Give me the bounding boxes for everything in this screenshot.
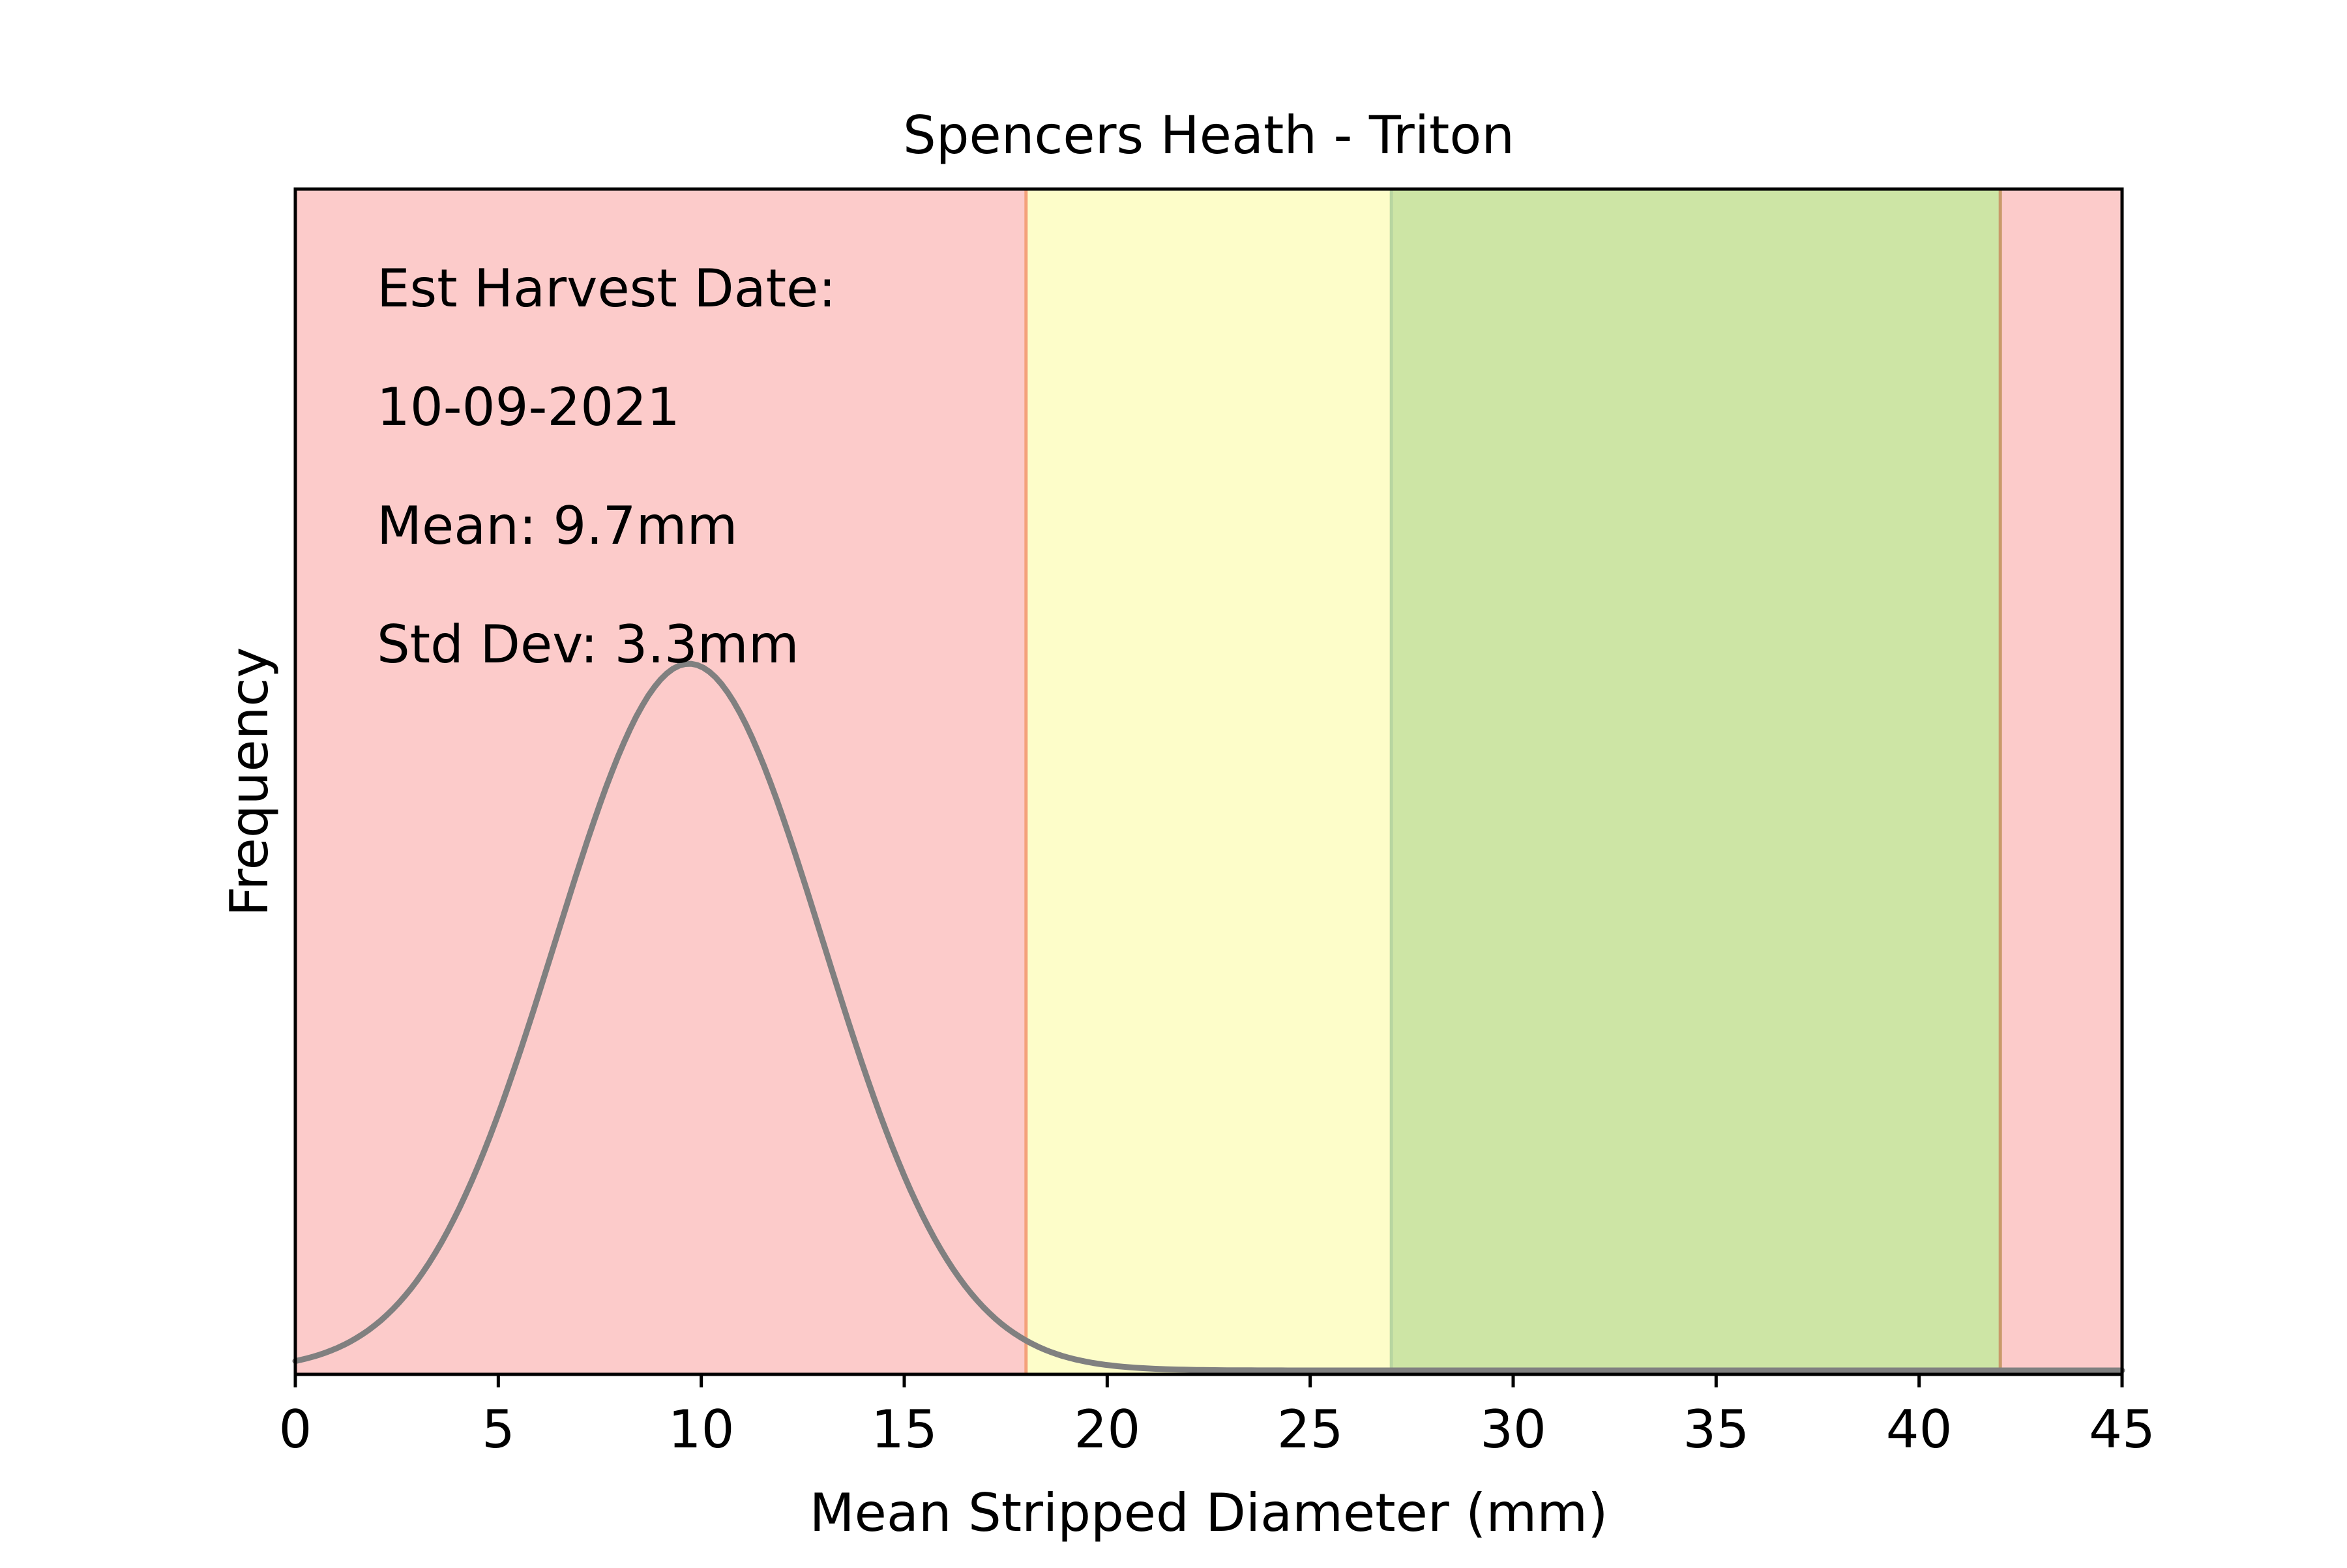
band-1 bbox=[1026, 189, 1392, 1374]
band-3 bbox=[2000, 189, 2122, 1374]
annotation-text: Mean: 9.7mm bbox=[377, 496, 737, 556]
x-tick-label: 45 bbox=[2089, 1399, 2155, 1460]
background-bands bbox=[295, 189, 2122, 1374]
annotation-text: Est Harvest Date: bbox=[377, 258, 836, 319]
plot-frame bbox=[293, 187, 2124, 1376]
annotation-text: Std Dev: 3.3mm bbox=[377, 614, 799, 675]
x-tick-label: 35 bbox=[1683, 1399, 1749, 1460]
x-axis-ticks: 0 5 10 15 20 25 30 35 40 45 bbox=[279, 1374, 2155, 1460]
distribution-curve bbox=[292, 660, 2125, 1374]
band-2 bbox=[1391, 189, 2001, 1374]
x-tick-label: 25 bbox=[1277, 1399, 1344, 1460]
x-tick-label: 20 bbox=[1074, 1399, 1140, 1460]
x-tick-label: 5 bbox=[482, 1399, 515, 1460]
y-axis-label: Frequency bbox=[219, 647, 280, 916]
x-tick-label: 15 bbox=[871, 1399, 937, 1460]
band-boundaries bbox=[1024, 189, 2002, 1374]
x-tick-label: 30 bbox=[1480, 1399, 1546, 1460]
chart-title: Spencers Heath - Triton bbox=[903, 105, 1514, 166]
x-tick-label: 40 bbox=[1886, 1399, 1953, 1460]
annotation-text: 10-09-2021 bbox=[377, 377, 680, 437]
x-tick-label: 0 bbox=[279, 1399, 312, 1460]
x-axis-label: Mean Stripped Diameter (mm) bbox=[810, 1483, 1608, 1543]
x-tick-label: 10 bbox=[668, 1399, 735, 1460]
annotations: Est Harvest Date: 10-09-2021 Mean: 9.7mm St… bbox=[377, 258, 836, 675]
